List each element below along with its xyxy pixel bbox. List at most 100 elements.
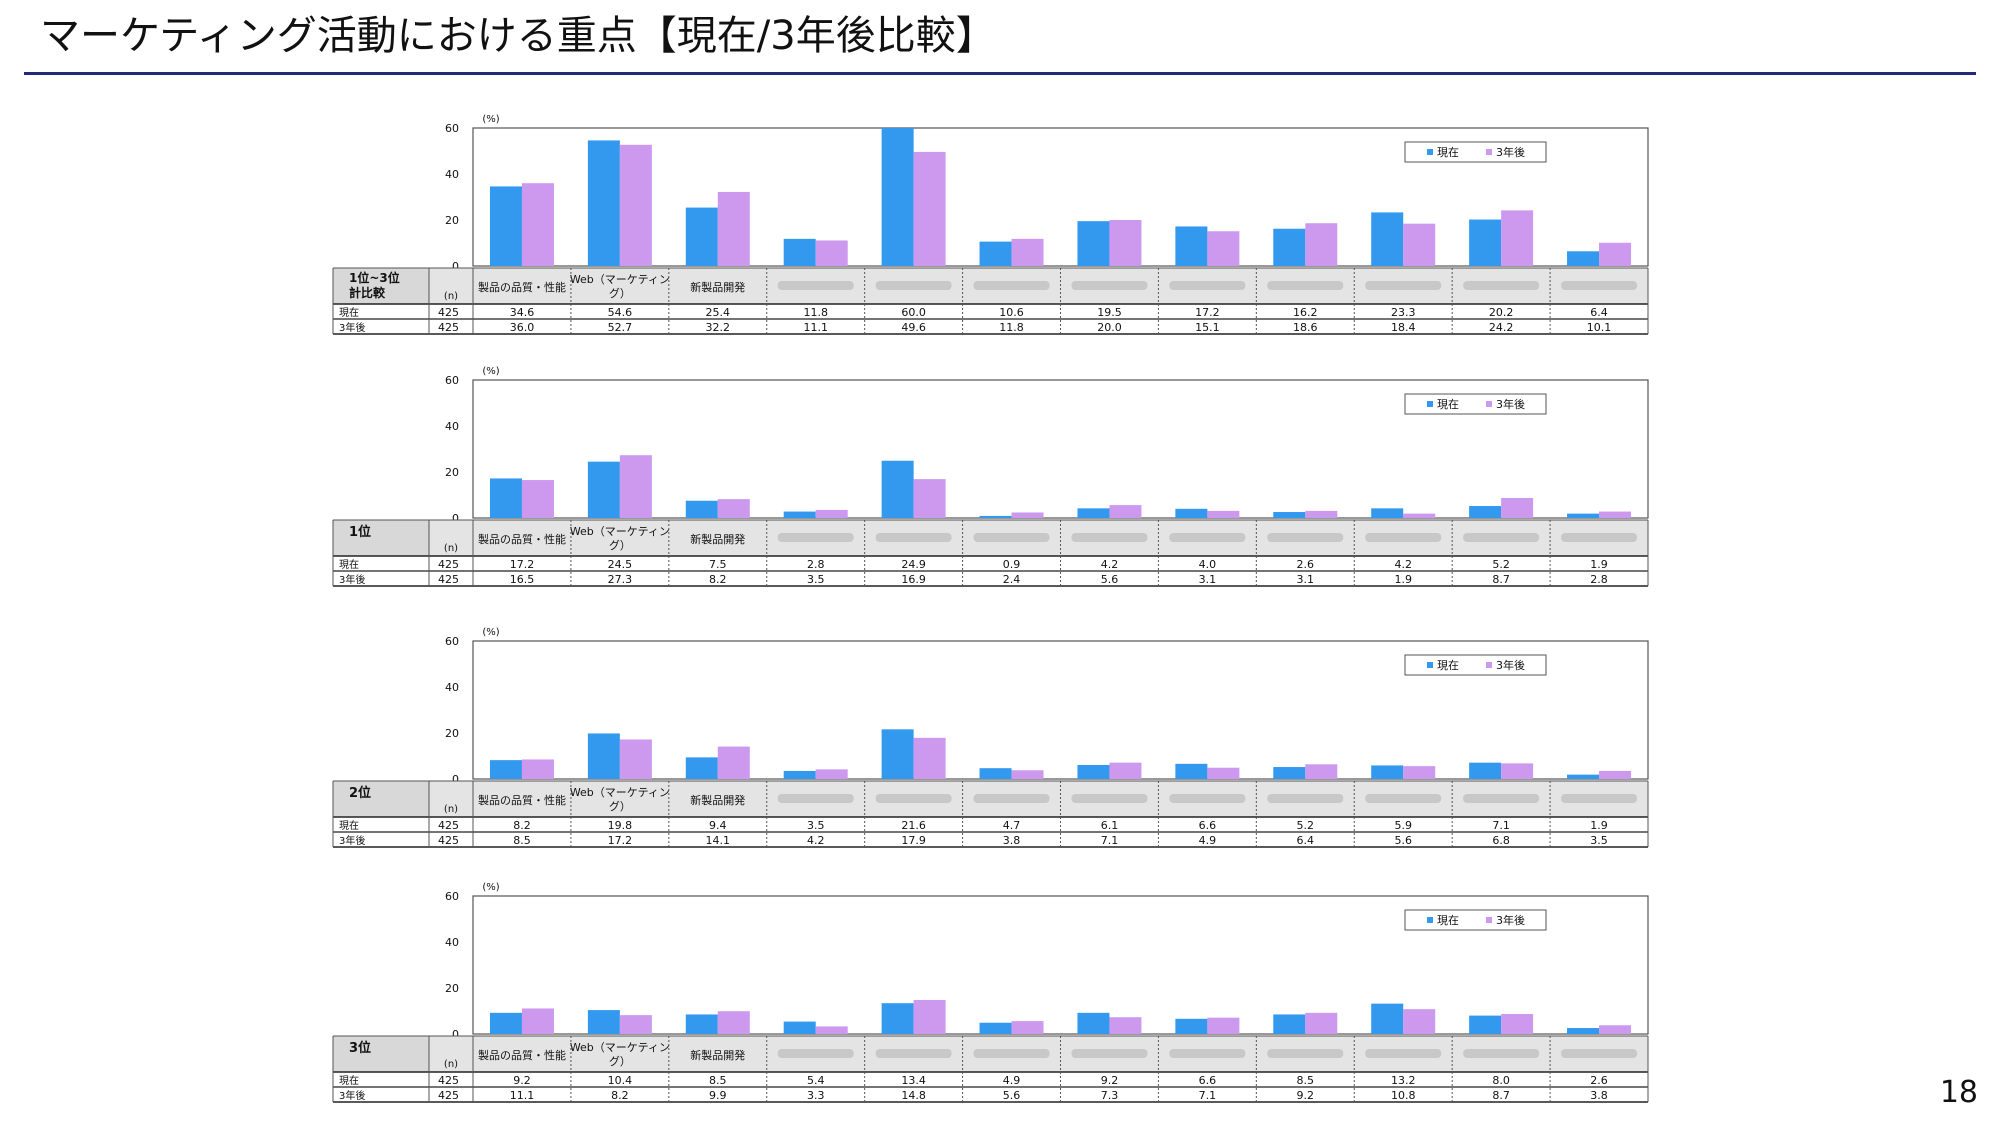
bar-future (521, 1008, 554, 1034)
category-header: Web（マーケティン (570, 1041, 670, 1054)
data-label: 8.2 (709, 573, 727, 586)
category-header: 製品の品質・性能 (478, 1048, 566, 1062)
bar-current (685, 1014, 718, 1034)
legend-box (1404, 909, 1547, 931)
data-label: 2.6 (1297, 558, 1315, 571)
category-header: グ） (609, 799, 631, 813)
category-header-obscured (875, 281, 952, 290)
bar-current (1567, 513, 1600, 518)
data-label: 32.2 (706, 321, 731, 334)
data-label: 5.2 (1492, 558, 1510, 571)
bar-current (979, 515, 1012, 518)
data-label: 4.2 (1394, 558, 1412, 571)
bar-future (521, 759, 554, 779)
bar-future (1207, 1017, 1240, 1034)
data-label: 8.7 (1492, 1089, 1510, 1102)
bar-future (1305, 510, 1338, 518)
category-header-obscured (973, 281, 1050, 290)
unit-label: (%) (482, 366, 499, 377)
bar-current (1175, 226, 1208, 266)
unit-label: (%) (482, 882, 499, 893)
data-label: 2.8 (1590, 573, 1608, 586)
category-header-obscured (1169, 794, 1246, 803)
bar-future (1403, 223, 1436, 266)
bar-current (1077, 1012, 1110, 1034)
bar-future (1109, 762, 1142, 779)
data-label: 17.9 (901, 834, 926, 847)
category-header-obscured (1267, 281, 1344, 290)
bar-current (1175, 763, 1208, 779)
bar-future (1501, 497, 1534, 518)
data-label: 2.4 (1003, 573, 1021, 586)
row-n: 425 (438, 819, 459, 832)
bar-future (913, 999, 946, 1034)
data-label: 9.4 (709, 819, 727, 832)
category-header-obscured (1169, 1049, 1246, 1058)
y-tick-label: 0 (452, 512, 459, 525)
category-header-obscured (1267, 1049, 1344, 1058)
data-label: 34.6 (510, 306, 535, 319)
panel-label: 1位 (349, 524, 371, 540)
category-header-obscured (1561, 281, 1638, 290)
y-tick-label: 60 (445, 635, 459, 648)
legend-box (1404, 393, 1547, 415)
legend-label: 3年後 (1496, 658, 1525, 672)
bar-future (717, 499, 750, 518)
category-header: 新製品開発 (690, 1048, 745, 1062)
data-label: 24.5 (608, 558, 633, 571)
data-label: 8.5 (709, 1074, 727, 1087)
bar-current (783, 1021, 816, 1034)
data-label: 10.4 (608, 1074, 633, 1087)
data-label: 18.4 (1391, 321, 1416, 334)
title-underline (24, 72, 1976, 75)
legend-label: 現在 (1437, 398, 1459, 411)
bar-future (1207, 510, 1240, 518)
category-header-obscured (777, 794, 854, 803)
category-header-obscured (1071, 794, 1148, 803)
bar-future (1305, 1012, 1338, 1034)
bar-current (685, 757, 718, 779)
category-header-obscured (1071, 533, 1148, 542)
bar-current (1273, 767, 1306, 779)
category-header: Web（マーケティン (570, 525, 670, 538)
panel-label: 3位 (349, 1040, 371, 1056)
row-n: 425 (438, 834, 459, 847)
bar-future (1403, 766, 1436, 779)
legend-swatch-future (1486, 917, 1492, 923)
bar-current (1371, 508, 1404, 518)
bar-current (489, 1012, 522, 1034)
category-header: グ） (609, 286, 631, 300)
data-label: 16.9 (901, 573, 926, 586)
plot-frame (472, 379, 1649, 519)
category-header-obscured (1561, 794, 1638, 803)
bar-future (619, 1015, 652, 1034)
row-n: 425 (438, 306, 459, 319)
data-label: 8.7 (1492, 573, 1510, 586)
data-label: 13.4 (901, 1074, 926, 1087)
data-label: 19.8 (608, 819, 633, 832)
panel-label-cell (333, 520, 429, 556)
bar-future (1403, 513, 1436, 518)
bar-current (1077, 221, 1110, 266)
bar-future (815, 769, 848, 779)
bar-future (1011, 512, 1044, 518)
plot-frame (472, 127, 1649, 267)
data-label: 21.6 (901, 819, 926, 832)
bar-future (815, 509, 848, 518)
bar-current (783, 511, 816, 518)
bar-future (1109, 1017, 1142, 1034)
bar-current (1469, 1015, 1502, 1034)
category-header: 製品の品質・性能 (478, 532, 566, 546)
data-label: 5.2 (1297, 819, 1315, 832)
data-label: 8.0 (1492, 1074, 1510, 1087)
data-label: 4.2 (807, 834, 825, 847)
bar-current (489, 760, 522, 779)
data-label: 27.3 (608, 573, 633, 586)
legend-swatch-current (1427, 401, 1433, 407)
bar-current (1273, 512, 1306, 518)
data-label: 20.0 (1097, 321, 1122, 334)
data-label: 8.5 (513, 834, 531, 847)
bar-current (1567, 251, 1600, 266)
bar-current (881, 128, 914, 266)
